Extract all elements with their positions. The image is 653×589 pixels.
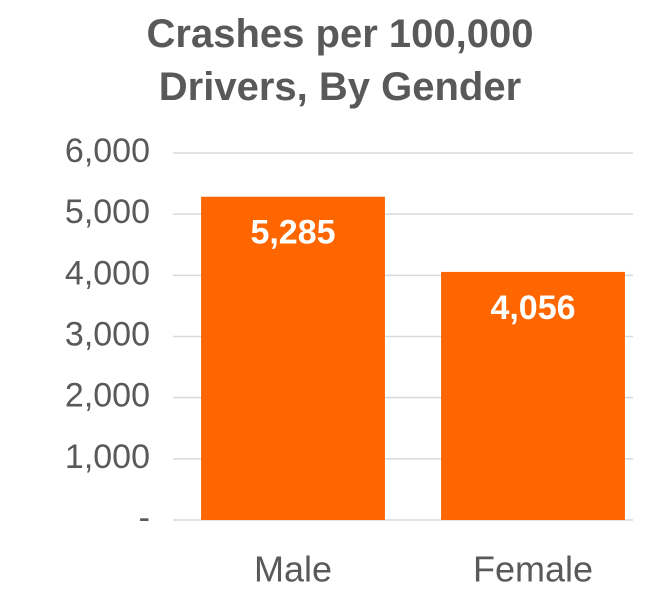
y-tick-label: 5,000 — [65, 193, 150, 231]
data-label: 5,285 — [250, 214, 335, 252]
y-tick-label: 1,000 — [65, 438, 150, 476]
chart-title: Crashes per 100,000 Drivers, By Gender — [146, 12, 534, 109]
y-tick-label: 2,000 — [65, 377, 150, 415]
data-label: 4,056 — [490, 289, 575, 327]
y-tick-label: 4,000 — [65, 254, 150, 292]
bar — [201, 196, 385, 520]
bar — [441, 271, 625, 520]
x-tick-label: Male — [254, 549, 332, 589]
y-tick-label: 6,000 — [65, 132, 150, 170]
x-tick-label: Female — [473, 549, 593, 589]
y-tick-label: 3,000 — [65, 315, 150, 353]
y-tick-label: - — [139, 499, 150, 537]
